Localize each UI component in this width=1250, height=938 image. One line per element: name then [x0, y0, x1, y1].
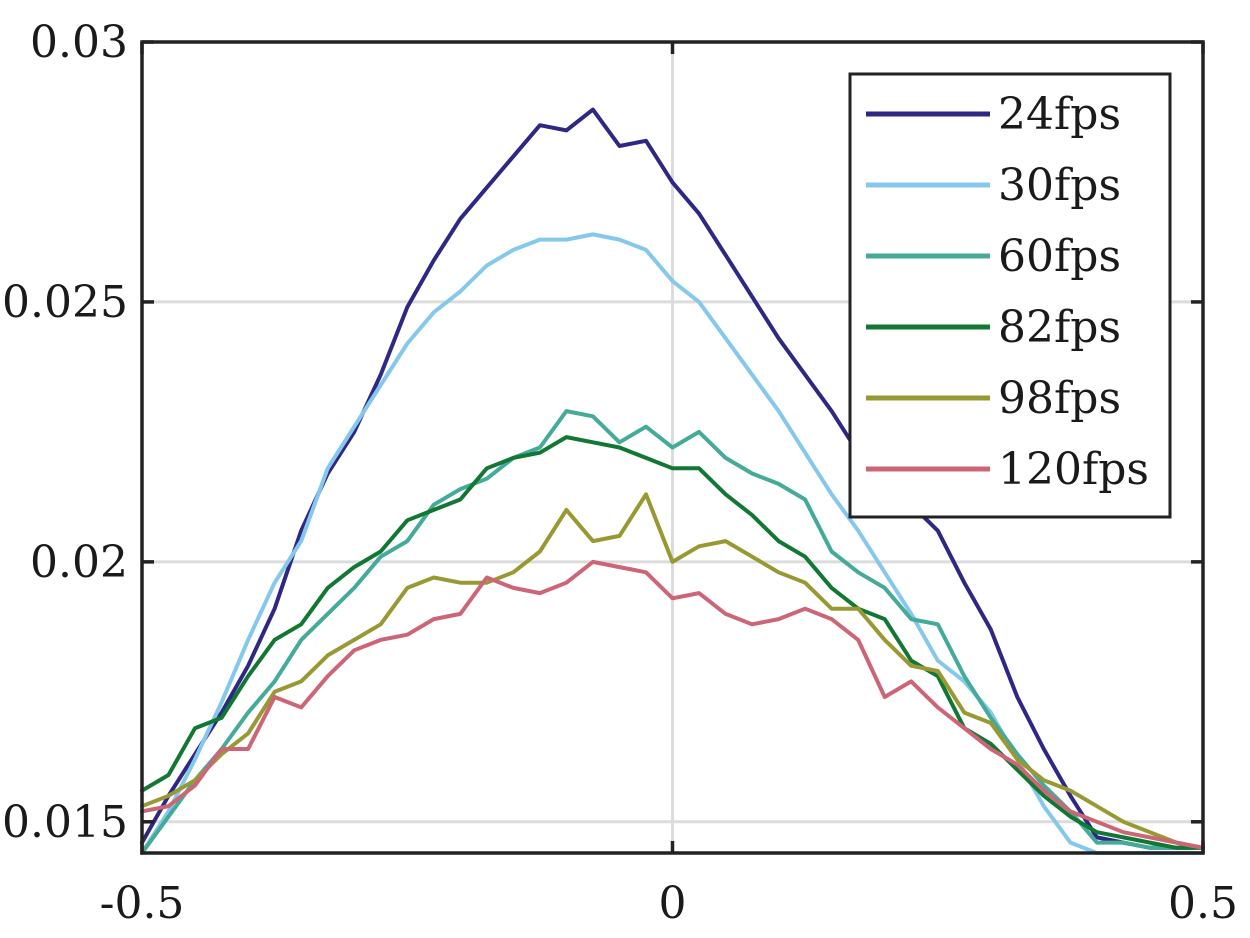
legend-label: 30fps [998, 160, 1121, 211]
y-tick-label: 0.03 [30, 17, 128, 68]
legend: 24fps 30fps 60fps 82fps 98fps 120fps [848, 72, 1172, 519]
legend-label: 120fps [998, 444, 1149, 495]
legend-label: 82fps [998, 302, 1121, 353]
series-line-98fps [140, 492, 1205, 850]
legend-box [848, 72, 1172, 519]
x-tick-label: -0.5 [100, 878, 185, 929]
series-line-120fps [140, 559, 1205, 850]
series-line-82fps [140, 435, 1205, 850]
x-tick-label: 0 [659, 878, 687, 929]
legend-label: 24fps [998, 89, 1121, 140]
y-tick-label: 0.025 [2, 277, 128, 328]
legend-label: 98fps [998, 373, 1121, 424]
y-tick-label: 0.015 [2, 797, 128, 848]
legend-label: 60fps [998, 231, 1121, 282]
axis-ticks: -0.5 0 0.5 0.015 0.02 0.025 0.03 [2, 17, 1238, 929]
x-tick-label: 0.5 [1168, 878, 1238, 929]
series-lines [140, 107, 1205, 855]
y-tick-label: 0.02 [30, 537, 128, 588]
